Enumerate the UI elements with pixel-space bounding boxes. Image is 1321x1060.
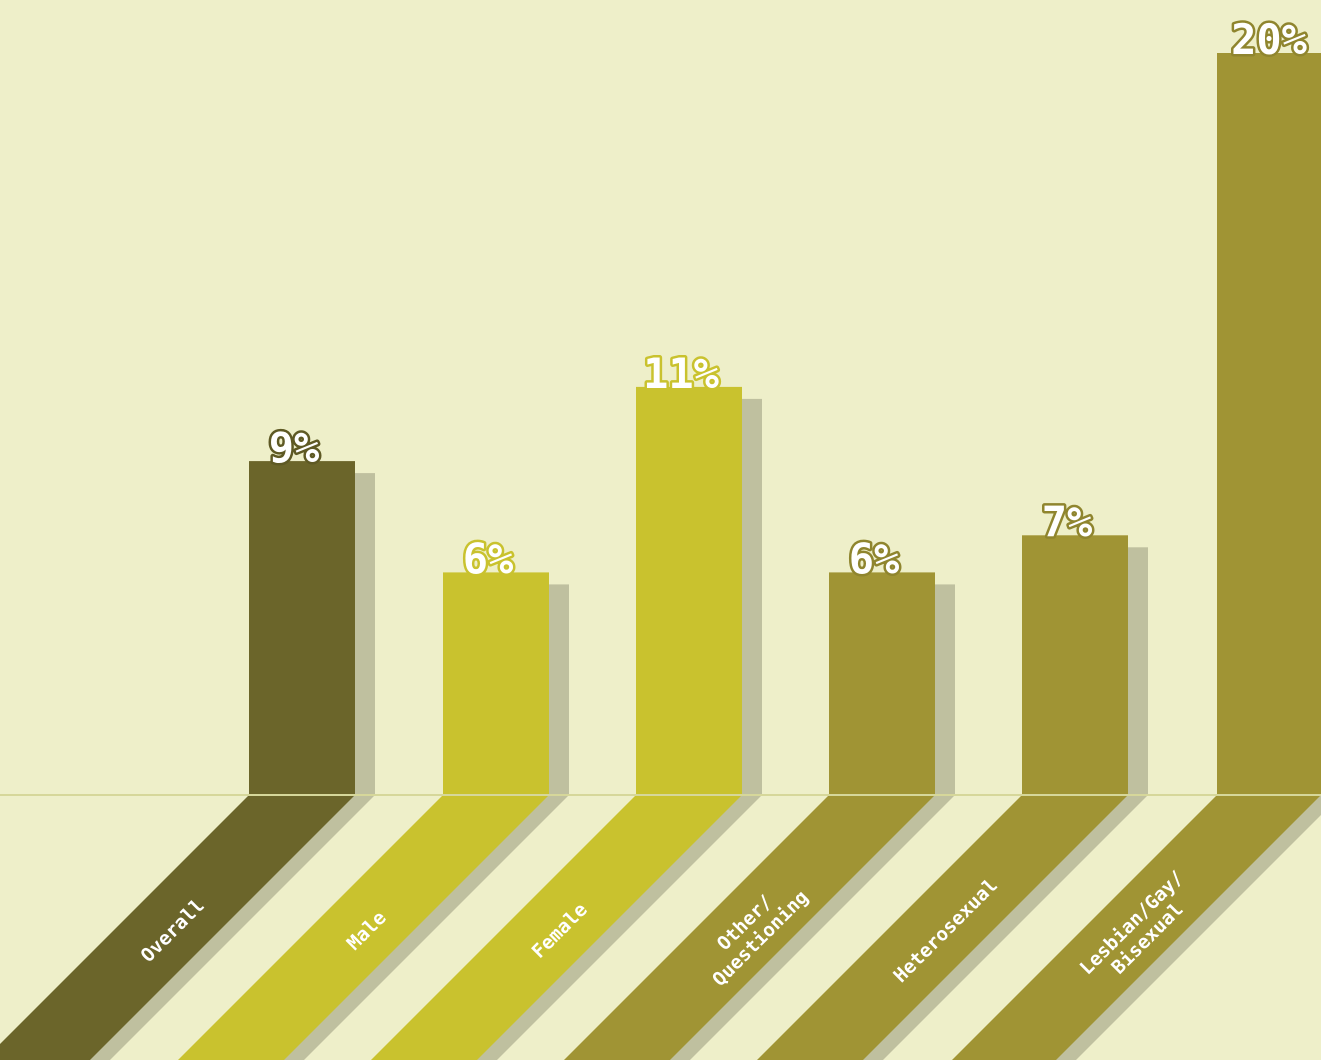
bar-ioverall — [249, 461, 355, 795]
value-label-iother-questioning: 6% — [849, 534, 900, 583]
category-bands — [0, 795, 1321, 1060]
bar-iheterosexual — [1022, 535, 1128, 795]
value-label-ioverall: 9% — [269, 423, 320, 472]
value-label-iheterosexual: 7% — [1042, 497, 1093, 546]
bar-ilesbian-gay-bisexual — [1217, 53, 1321, 795]
bar-ifemale — [636, 386, 742, 795]
band-iother-questioning — [564, 795, 935, 1060]
band-ilesbian-gay-bisexual — [952, 795, 1321, 1060]
value-label-imale: 6% — [463, 534, 514, 583]
band-ioverall — [0, 795, 355, 1060]
value-label-ilesbian-gay-bisexual: 20% — [1231, 15, 1307, 64]
band-ifemale — [371, 795, 742, 1060]
value-labels: 9% 6% 11% 6% 7% 20% — [266, 13, 1309, 586]
band-iheterosexual — [757, 795, 1128, 1060]
bar-iother-questioning — [829, 572, 935, 795]
band-imale — [178, 795, 549, 1060]
value-label-ifemale: 11% — [643, 349, 719, 398]
bar-imale — [443, 572, 549, 795]
bars — [249, 53, 1321, 795]
